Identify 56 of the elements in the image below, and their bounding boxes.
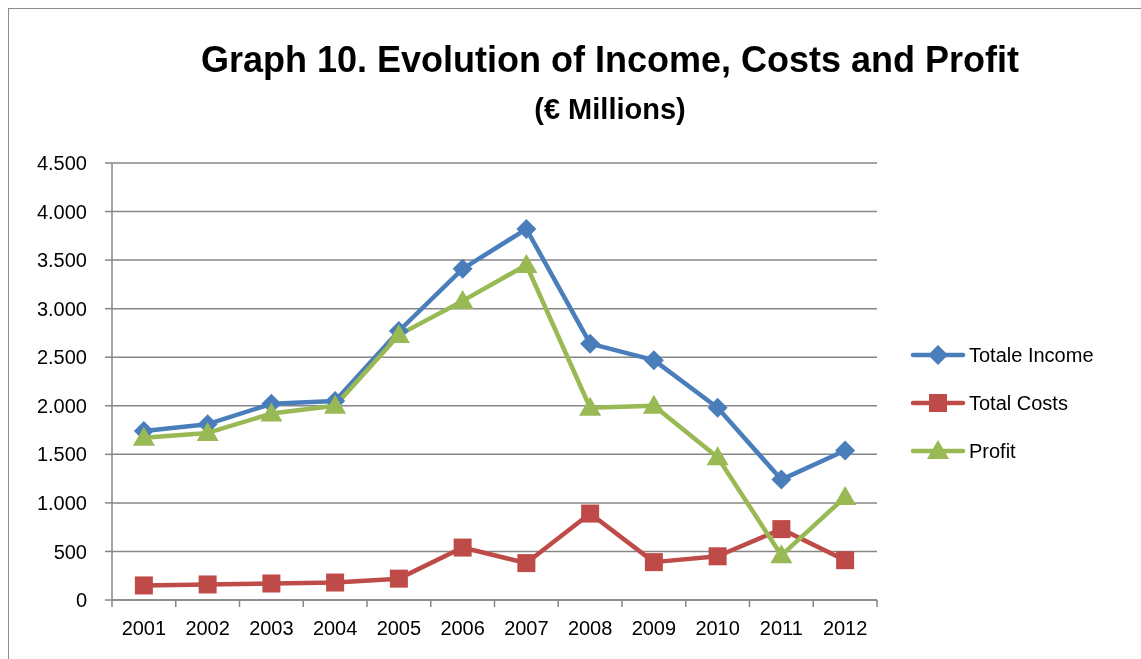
point	[580, 333, 601, 354]
x-tick-label: 2002	[185, 617, 230, 639]
x-tick-label: 2006	[440, 617, 485, 639]
point	[515, 253, 538, 273]
point	[196, 421, 219, 441]
x-tick-label: 2012	[822, 617, 868, 639]
y-tick-label: 500	[53, 540, 87, 563]
y-tick-label: 1.500	[36, 443, 87, 466]
y-tick-label: 4.000	[36, 200, 87, 223]
y-tick-label: 2.000	[36, 394, 87, 417]
point	[453, 538, 472, 557]
point	[770, 544, 793, 564]
y-tick-label: 2.500	[36, 346, 87, 369]
x-tick-label: 2005	[376, 617, 422, 639]
point	[706, 446, 729, 466]
point	[771, 469, 792, 490]
legend-label: Totale Income	[969, 343, 1094, 367]
x-tick-label: 2010	[695, 617, 740, 639]
point	[262, 574, 281, 593]
point	[134, 576, 153, 595]
x-tick-label: 2001	[121, 617, 167, 639]
x-tick-label: 2009	[631, 617, 677, 639]
point	[516, 219, 537, 240]
point	[708, 547, 727, 566]
y-tick-label: 3.500	[36, 249, 87, 272]
point	[835, 440, 856, 461]
point	[772, 520, 791, 539]
chart-subtitle: (€ Millions)	[534, 92, 686, 126]
point	[579, 396, 602, 416]
point	[517, 554, 536, 573]
y-tick-label: 4.500	[36, 152, 87, 175]
point	[581, 504, 600, 523]
x-tick-label: 2011	[759, 617, 803, 639]
y-tick-label: 1.000	[36, 491, 87, 514]
point	[451, 289, 474, 309]
y-tick-label: 0	[75, 589, 87, 612]
x-tick-label: 2004	[312, 617, 358, 639]
point	[260, 402, 283, 422]
point	[132, 426, 155, 446]
point	[198, 575, 217, 594]
point	[389, 569, 408, 588]
legend-label: Total Costs	[969, 391, 1068, 415]
x-tick-label: 2008	[567, 617, 613, 639]
point	[707, 397, 728, 418]
x-tick-label: 2007	[504, 617, 549, 639]
point	[326, 573, 345, 592]
y-tick-label: 3.000	[36, 297, 87, 320]
point	[643, 350, 664, 371]
point	[834, 486, 857, 506]
chart-title: Graph 10. Evolution of Income, Costs and Profit	[200, 39, 1020, 81]
point	[644, 553, 663, 572]
point	[452, 258, 473, 279]
point	[836, 551, 855, 570]
point	[642, 394, 665, 414]
legend-label: Profit	[969, 439, 1016, 463]
x-tick-label: 2003	[249, 617, 294, 639]
